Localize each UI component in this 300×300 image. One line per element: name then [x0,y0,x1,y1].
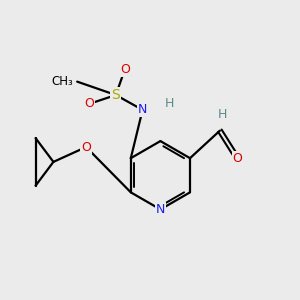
Text: H: H [165,98,174,110]
Text: S: S [111,88,120,102]
Text: CH₃: CH₃ [51,75,73,88]
Text: O: O [233,152,243,165]
Text: H: H [218,108,227,121]
Text: O: O [81,140,91,154]
Text: N: N [138,103,147,116]
Text: O: O [84,98,94,110]
Text: N: N [156,203,165,216]
Text: O: O [120,63,130,76]
